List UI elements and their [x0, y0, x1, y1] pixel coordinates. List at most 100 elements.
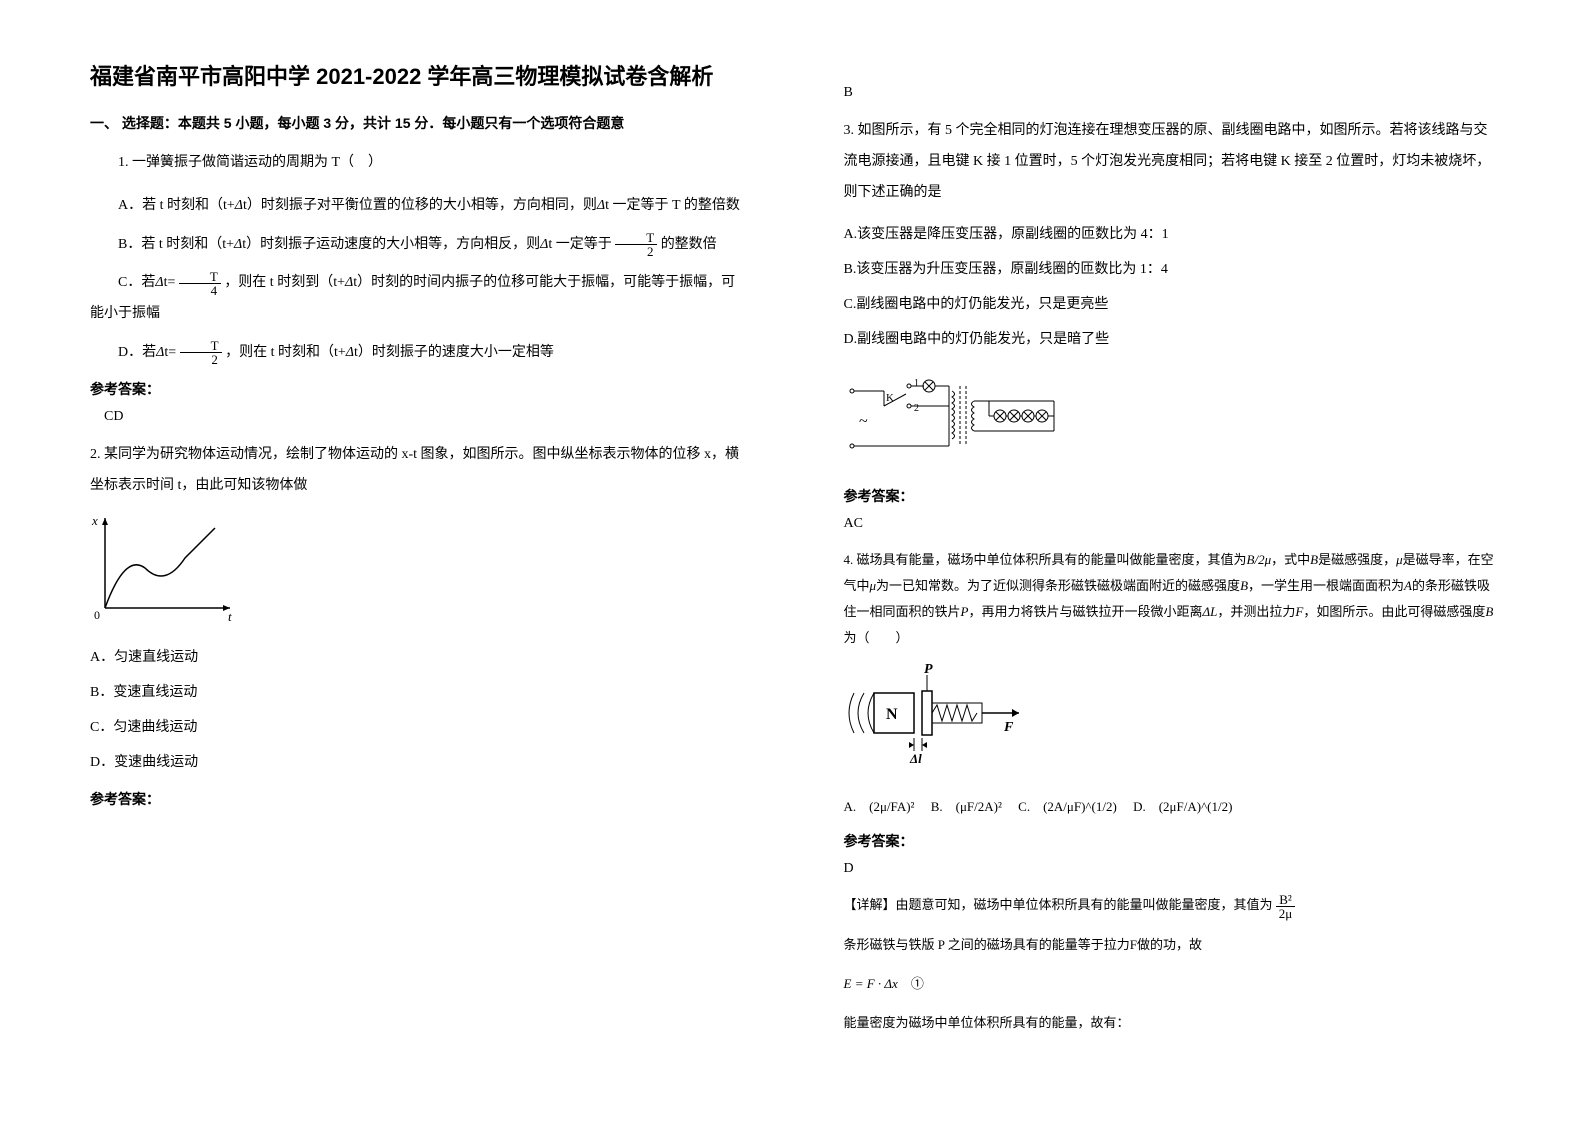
- text: D．若: [118, 345, 156, 360]
- delta: Δ: [346, 345, 354, 360]
- q4-stem: 4. 磁场具有能量，磁场中单位体积所具有的能量叫做能量密度，其值为B/2μ，式中…: [844, 547, 1498, 651]
- origin-label: 0: [94, 608, 100, 622]
- q2-figure: x t 0: [90, 513, 744, 628]
- q3-option-c: C.副线圈电路中的灯仍能发光，只是更亮些: [844, 290, 1498, 321]
- delta: Δ: [345, 275, 353, 290]
- q4-answer: D: [844, 861, 1498, 877]
- q2-answer: B: [844, 85, 1498, 101]
- text: C．若: [118, 275, 155, 290]
- text: ，则在 t 时刻到（t+: [224, 275, 345, 290]
- q1-option-d: D．若Δt= T2 ，则在 t 时刻和（t+Δt）时刻振子的速度大小一定相等: [90, 338, 744, 369]
- delta-l-label: Δl: [909, 751, 922, 766]
- text: 为一已知常数。为了近似测得条形磁铁磁极端面附近的磁感强度: [876, 578, 1240, 593]
- var-B: B: [1310, 552, 1318, 567]
- q2-option-d: D．变速曲线运动: [90, 748, 744, 779]
- numerator: B²: [1276, 893, 1295, 907]
- text: 条形磁铁与铁版 P 之间的磁场具有的能量等于拉力F做的功，故: [844, 937, 1202, 952]
- left-column: 福建省南平市高阳中学 2021-2022 学年高三物理模拟试卷含解析 一、 选择…: [0, 0, 794, 1122]
- text: 4. 磁场具有能量，磁场中单位体积所具有的能量叫做能量密度，其值为: [844, 552, 1247, 567]
- equation: E = F · Δx: [844, 976, 898, 991]
- q2-answer-label: 参考答案：: [90, 789, 744, 809]
- transformer-circuit: ~ K 1 2: [844, 366, 1074, 466]
- text: ，一学生用一根端面面积为: [1248, 578, 1404, 593]
- right-column: B 3. 如图所示，有 5 个完全相同的灯泡连接在理想变压器的原、副线圈电路中，…: [794, 0, 1587, 1122]
- text: ，再用力将铁片与磁铁拉开一段微小距离: [968, 604, 1202, 619]
- q1-stem: 1. 一弹簧振子做简谐运动的周期为 T（ ）: [90, 148, 744, 179]
- text: t=: [164, 345, 176, 360]
- ac-source: ~: [859, 413, 868, 430]
- q1-option-c: C．若Δt= T4 ，则在 t 时刻到（t+Δt）时刻的时间内振子的位移可能大于…: [90, 268, 744, 330]
- q4-detail-line3: 能量密度为磁场中单位体积所具有的能量，故有：: [844, 1010, 1498, 1036]
- text: t）时刻振子运动速度的大小相等，方向相反，则: [242, 237, 540, 252]
- q3-option-b: B.该变压器为升压变压器，原副线圈的匝数比为 1：4: [844, 255, 1498, 286]
- fraction-B2-2mu: B²2μ: [1276, 893, 1295, 920]
- text: 为（ ）: [844, 630, 909, 645]
- q4-option-a: A. (2μ/FA)²: [844, 799, 915, 814]
- q1-answer-label: 参考答案：: [90, 379, 744, 399]
- text: t 一定等于: [548, 237, 611, 252]
- text: 【详解】由题意可知，磁场中单位体积所具有的能量叫做能量密度，其值为: [844, 897, 1273, 912]
- q4-option-b: B. (μF/2A)²: [931, 799, 1002, 814]
- text: ，如图所示。由此可得磁感强度: [1303, 604, 1485, 619]
- q4-option-d: D. (2μF/A)^(1/2): [1133, 799, 1232, 814]
- fraction-T-2b: T2: [180, 339, 222, 366]
- q2-option-b: B．变速直线运动: [90, 678, 744, 709]
- numerator: T: [180, 339, 222, 353]
- text: t）时刻振子的速度大小一定相等: [354, 345, 554, 360]
- delta: Δ: [234, 237, 242, 252]
- p-label: P: [924, 663, 933, 677]
- exam-title: 福建省南平市高阳中学 2021-2022 学年高三物理模拟试卷含解析: [90, 60, 744, 93]
- q1-option-b: B．若 t 时刻和（t+Δt）时刻振子运动速度的大小相等，方向相反，则Δt 一定…: [90, 230, 744, 261]
- q4-detail-eq: E = F · Δx ①: [844, 970, 1498, 999]
- q2-option-c: C．匀速曲线运动: [90, 713, 744, 744]
- text: A．若 t 时刻和（t+: [118, 198, 235, 213]
- text: ，则在 t 时刻和（t+: [225, 345, 346, 360]
- text: t）时刻振子对平衡位置的位移的大小相等，方向相同，则: [243, 198, 597, 213]
- q4-detail-line2: 条形磁铁与铁版 P 之间的磁场具有的能量等于拉力F做的功，故: [844, 932, 1498, 958]
- numerator: T: [615, 231, 657, 245]
- var-dL: ΔL: [1202, 604, 1217, 619]
- text: 的整数倍: [661, 237, 717, 252]
- var-A: A: [1404, 578, 1412, 593]
- denominator: 2: [615, 245, 657, 258]
- denominator: 2: [180, 353, 222, 366]
- q3-option-a: A.该变压器是降压变压器，原副线圈的匝数比为 4：1: [844, 220, 1498, 251]
- q3-stem: 3. 如图所示，有 5 个完全相同的灯泡连接在理想变压器的原、副线圈电路中，如图…: [844, 116, 1498, 208]
- q4-figure: N P F Δl: [844, 663, 1498, 778]
- delta: Δ: [235, 198, 243, 213]
- fraction-T-2: T2: [615, 231, 657, 258]
- q2-stem: 2. 某同学为研究物体运动情况，绘制了物体运动的 x-t 图象，如图所示。图中纵…: [90, 440, 744, 502]
- numerator: T: [179, 270, 221, 284]
- q3-answer: AC: [844, 516, 1498, 532]
- text: ，并测出拉力: [1217, 604, 1295, 619]
- q4-answer-label: 参考答案：: [844, 831, 1498, 851]
- q2-option-a: A．匀速直线运动: [90, 643, 744, 674]
- fraction-T-4: T4: [179, 270, 221, 297]
- magnet-diagram: N P F Δl: [844, 663, 1044, 773]
- delta: Δ: [597, 198, 605, 213]
- var-B: B: [1485, 604, 1493, 619]
- delta: Δ: [155, 275, 163, 290]
- text: t=: [164, 275, 176, 290]
- t-axis-label: t: [228, 609, 232, 623]
- var-B: B: [1240, 578, 1248, 593]
- q3-figure: ~ K 1 2: [844, 366, 1498, 471]
- pos-1: 1: [914, 378, 919, 389]
- formula: B/2μ: [1247, 552, 1272, 567]
- denominator: 4: [179, 284, 221, 297]
- q3-answer-label: 参考答案：: [844, 486, 1498, 506]
- pos-2: 2: [914, 403, 919, 414]
- q4-detail: 【详解】由题意可知，磁场中单位体积所具有的能量叫做能量密度，其值为 B²2μ: [844, 892, 1498, 920]
- circled-1: ①: [911, 976, 924, 991]
- text: t 一定等于 T 的整倍数: [605, 198, 740, 213]
- section-header: 一、 选择题：本题共 5 小题，每小题 3 分，共计 15 分．每小题只有一个选…: [90, 113, 744, 133]
- q1-option-a: A．若 t 时刻和（t+Δt）时刻振子对平衡位置的位移的大小相等，方向相同，则Δ…: [90, 191, 744, 222]
- text: ，式中: [1271, 552, 1310, 567]
- switch-k-label: K: [886, 392, 894, 404]
- q4-options: A. (2μ/FA)² B. (μF/2A)² C. (2A/μF)^(1/2)…: [844, 793, 1498, 822]
- n-pole-label: N: [886, 706, 898, 723]
- xt-graph: x t 0: [90, 513, 240, 623]
- q3-option-d: D.副线圈电路中的灯仍能发光，只是暗了些: [844, 325, 1498, 356]
- text: B．若 t 时刻和（t+: [118, 237, 234, 252]
- f-label: F: [1003, 720, 1014, 735]
